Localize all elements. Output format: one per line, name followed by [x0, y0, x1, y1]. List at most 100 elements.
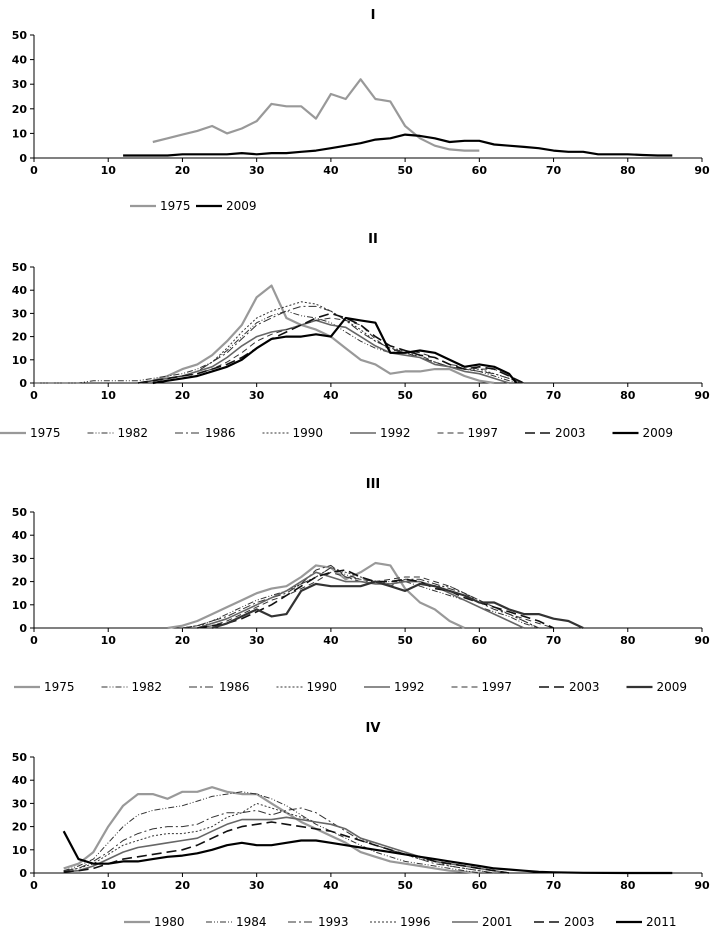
legend-label: 2001: [482, 915, 513, 929]
x-tick-label: 20: [175, 634, 191, 647]
series-line-1990: [137, 301, 525, 384]
y-tick-label: 50: [12, 29, 28, 42]
series-line-1993: [63, 807, 495, 874]
y-tick-label: 20: [12, 821, 28, 834]
legend: 1975 1982 1986 1990 1992 1997 2003 2009: [0, 426, 673, 440]
legend-label: 2009: [226, 199, 257, 213]
y-tick-label: 10: [12, 127, 28, 140]
legend-label: 1975: [160, 199, 191, 213]
y-tick-label: 40: [12, 54, 28, 67]
chart-panel-I: I 0 10 20 30 40 50 0 10 20 30 40 50 60 70 80 90 1975 2009: [12, 8, 710, 213]
series-line-1975: [167, 561, 465, 630]
series-line-2003: [197, 569, 554, 629]
y-tick-label: 0: [19, 867, 27, 880]
chart-title: II: [368, 232, 378, 247]
series-line-2003: [63, 821, 510, 874]
series-line-1990: [182, 567, 539, 629]
x-tick-label: 0: [30, 164, 38, 177]
legend: 1975 2009: [130, 199, 257, 213]
x-tick-label: 70: [546, 389, 562, 402]
x-tick-label: 10: [101, 634, 117, 647]
y-tick-label: 30: [12, 552, 28, 565]
x-tick-label: 10: [101, 879, 117, 892]
y-tick-label: 10: [12, 844, 28, 857]
x-tick-label: 30: [249, 164, 265, 177]
chart-title: III: [366, 477, 381, 492]
legend: 1980 1984 1993 1996 2001 2003 2011: [124, 915, 677, 929]
legend-label: 1982: [132, 680, 163, 694]
legend-label: 2009: [643, 426, 674, 440]
x-tick-label: 70: [546, 879, 562, 892]
y-tick-label: 20: [12, 103, 28, 116]
y-tick-label: 50: [12, 751, 28, 764]
chart-panel-IV: IV 0 10 20 30 40 50 0 10 20 30 40 50 60 70 80 90 1980 1984…: [12, 721, 710, 929]
y-tick-label: 30: [12, 78, 28, 91]
y-tick-label: 30: [12, 797, 28, 810]
series-line-1996: [63, 802, 495, 874]
legend-label: 2009: [657, 680, 688, 694]
x-tick-label: 90: [694, 634, 710, 647]
legend-label: 2003: [555, 426, 586, 440]
y-tick-label: 40: [12, 284, 28, 297]
legend-label: 1980: [154, 915, 185, 929]
series-line-2011: [62, 830, 673, 875]
y-tick-label: 0: [19, 622, 27, 635]
y-tick-label: 10: [12, 599, 28, 612]
legend-label: 1992: [394, 680, 425, 694]
x-tick-label: 80: [620, 634, 636, 647]
chart-panel-III: III 0 10 20 30 40 50 0 10 20 30 40 50 60 70 80 90 1975 198…: [12, 477, 710, 694]
legend-label: 1975: [30, 426, 61, 440]
chart-title: IV: [366, 721, 381, 736]
legend-label: 1997: [468, 426, 499, 440]
legend-label: 2011: [646, 915, 677, 929]
x-tick-label: 40: [323, 389, 339, 402]
series-line-1992: [137, 319, 510, 384]
x-tick-label: 30: [249, 389, 265, 402]
legend-label: 1982: [118, 426, 149, 440]
legend-label: 1986: [219, 680, 250, 694]
x-tick-label: 40: [323, 879, 339, 892]
legend-label: 1990: [293, 426, 324, 440]
y-tick-label: 0: [19, 377, 27, 390]
legend-label: 1990: [307, 680, 338, 694]
legend-label: 1992: [380, 426, 411, 440]
x-tick-label: 0: [30, 389, 38, 402]
x-tick-label: 30: [249, 879, 265, 892]
x-tick-label: 20: [175, 389, 191, 402]
series-line-1975: [152, 78, 480, 152]
legend-label: 1993: [318, 915, 349, 929]
legend-label: 1984: [236, 915, 267, 929]
x-tick-label: 20: [175, 879, 191, 892]
x-tick-label: 60: [472, 389, 488, 402]
x-tick-label: 70: [546, 164, 562, 177]
series-line-1997: [137, 317, 525, 384]
chart-title: I: [371, 8, 376, 23]
series-line-1992: [197, 571, 525, 629]
x-tick-label: 70: [546, 634, 562, 647]
legend-label: 1975: [44, 680, 75, 694]
series-line-1980: [63, 786, 480, 875]
y-tick-label: 40: [12, 774, 28, 787]
y-tick-label: 20: [12, 576, 28, 589]
y-tick-label: 50: [12, 261, 28, 274]
x-tick-label: 50: [397, 634, 413, 647]
x-tick-label: 20: [175, 164, 191, 177]
legend-label: 1997: [482, 680, 513, 694]
x-tick-label: 60: [472, 634, 488, 647]
y-tick-label: 50: [12, 506, 28, 519]
legend-label: 2003: [564, 915, 595, 929]
legend: 1975 1982 1986 1990 1992 1997 2003 2009: [14, 680, 687, 694]
series-line-1984: [63, 791, 480, 874]
x-tick-label: 0: [30, 634, 38, 647]
x-tick-label: 90: [694, 879, 710, 892]
x-tick-label: 50: [397, 389, 413, 402]
x-tick-label: 80: [620, 389, 636, 402]
x-tick-label: 0: [30, 879, 38, 892]
x-tick-label: 90: [694, 164, 710, 177]
chart-panel-II: II 0 10 20 30 40 50 0 10 20 30 40 50 60 70 80 90 1975 1982…: [0, 232, 710, 440]
series-line-1982: [34, 310, 524, 384]
series-line-2009: [152, 316, 518, 385]
series-line-2009: [211, 580, 584, 630]
x-tick-label: 40: [323, 634, 339, 647]
